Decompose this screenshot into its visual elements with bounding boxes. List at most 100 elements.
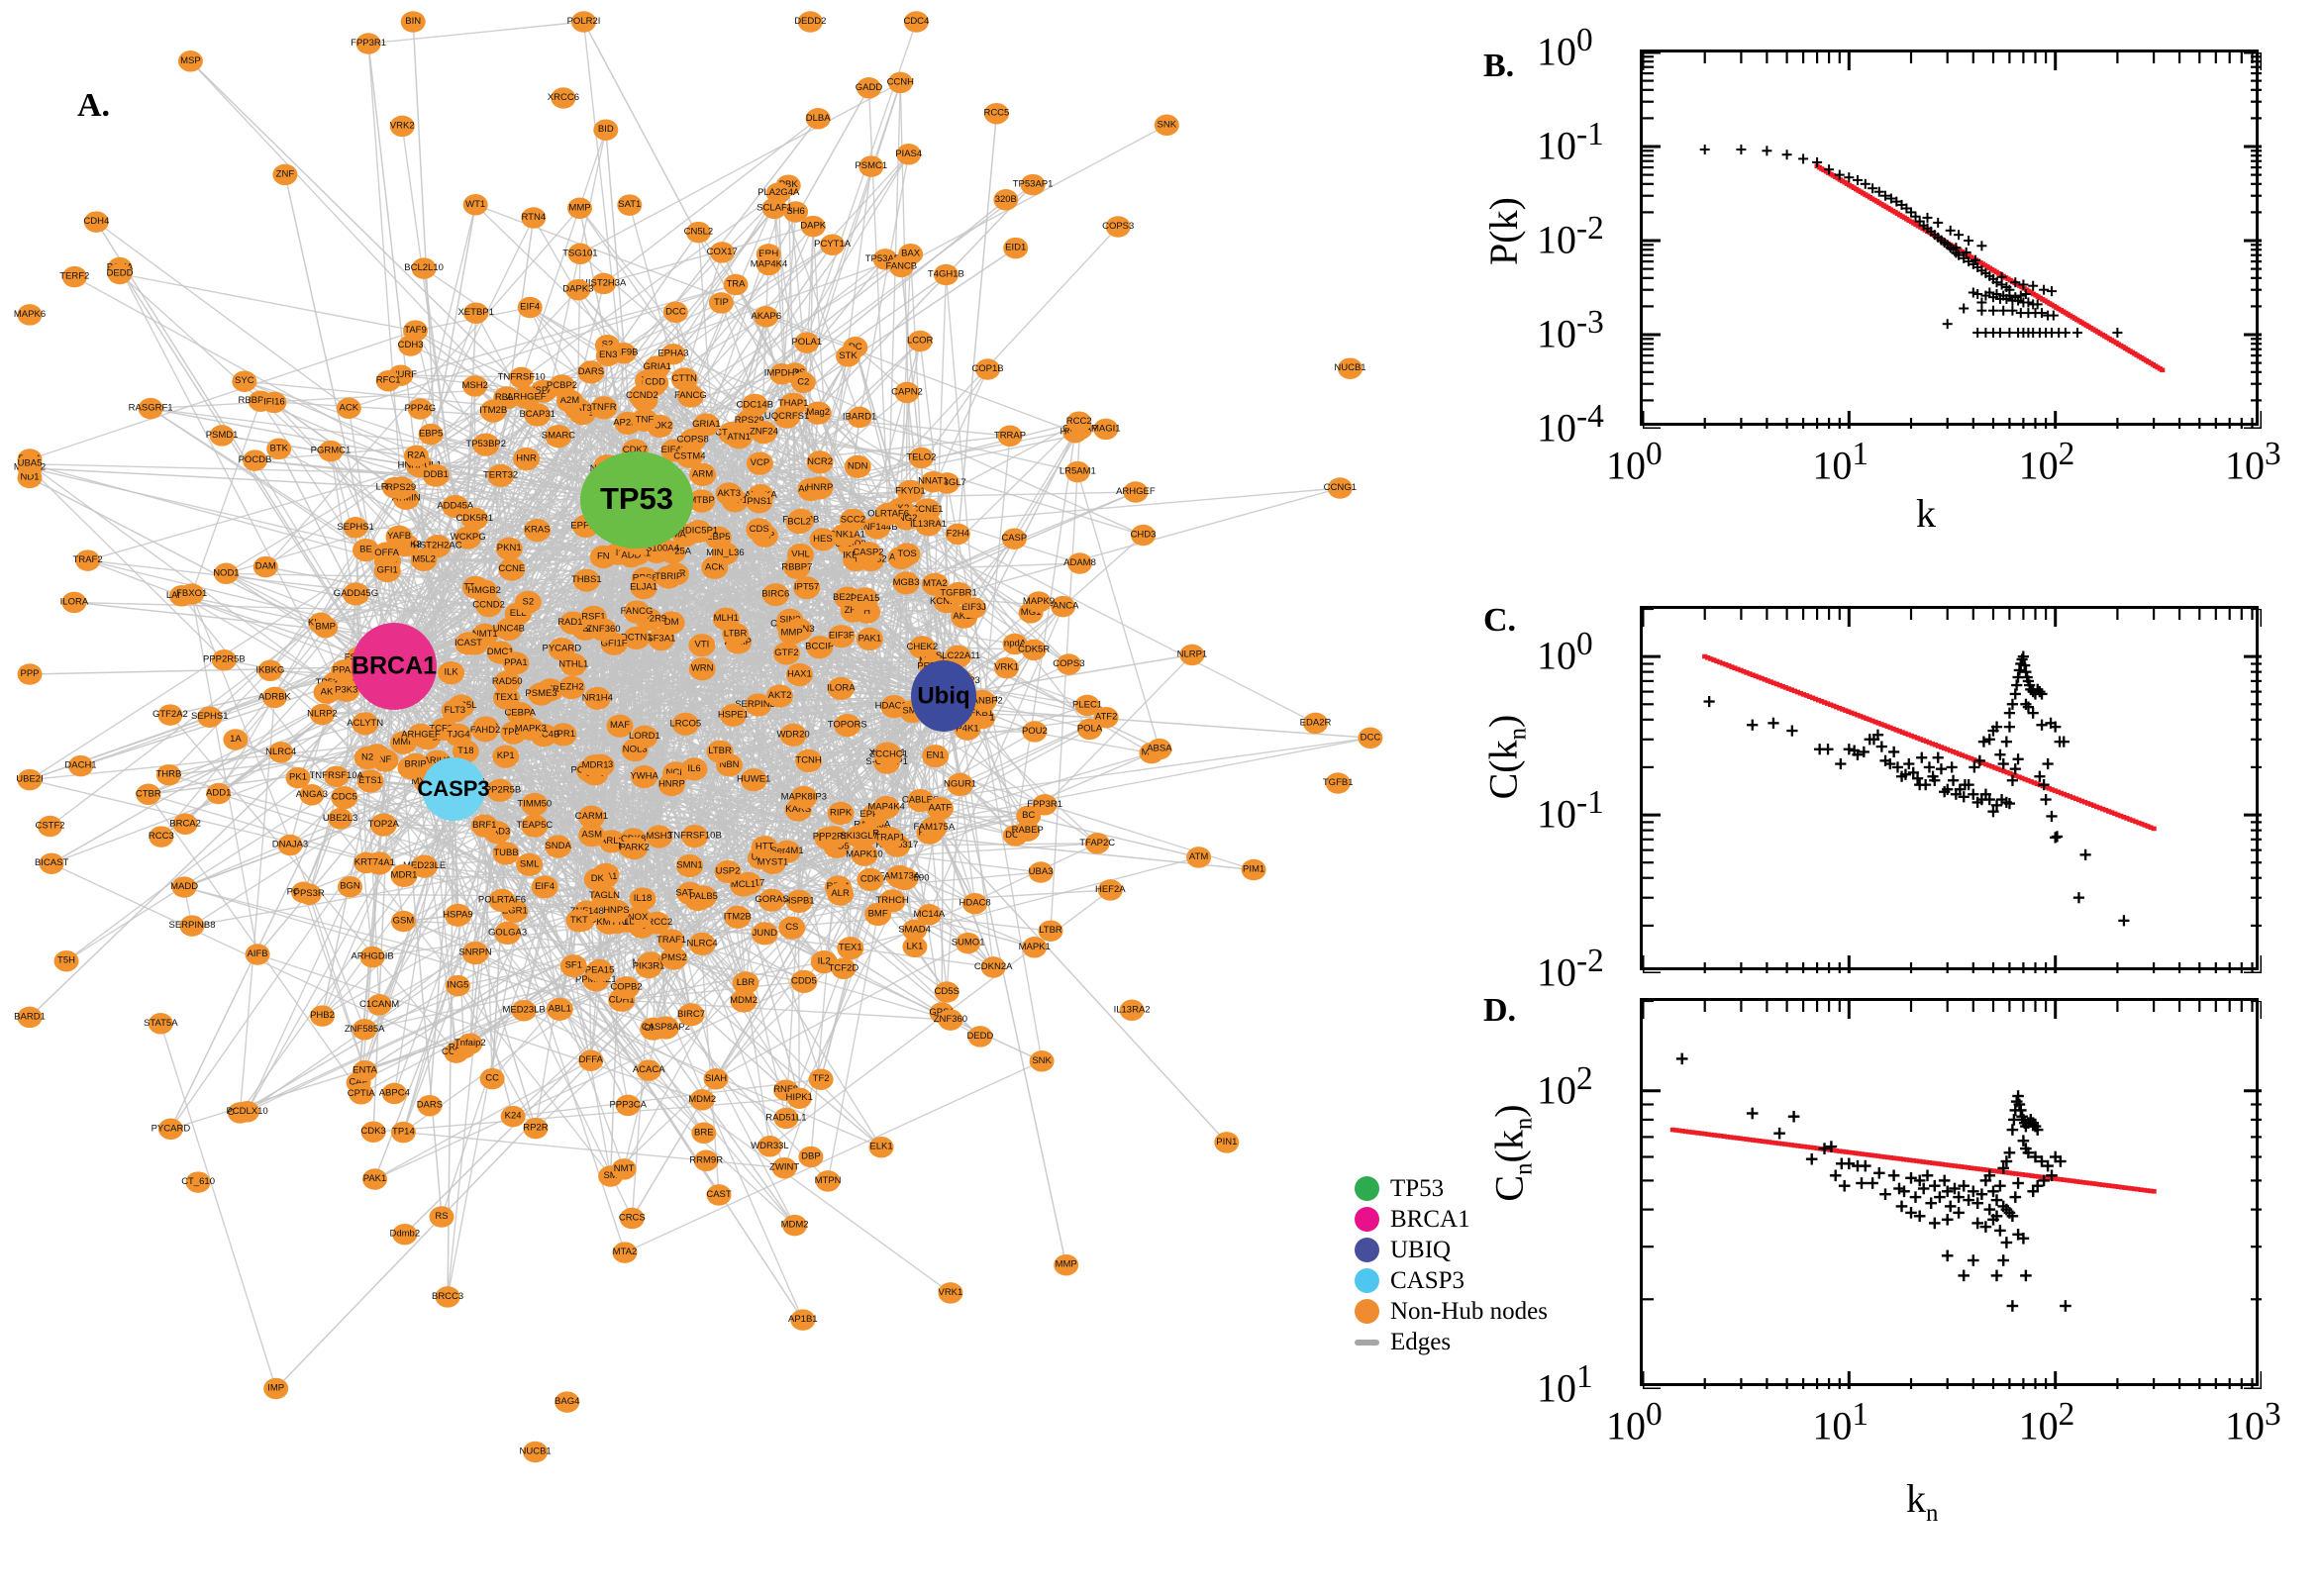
network-node-label: BAG4 (555, 1396, 579, 1407)
network-node-label: FANCA (1048, 601, 1079, 612)
network-node-label: DEDD (966, 1031, 993, 1042)
network-node (773, 1107, 799, 1130)
network-node (567, 197, 592, 220)
network-node (688, 932, 716, 956)
network-node (847, 406, 872, 429)
panel-b-xlabel: k (1916, 491, 1936, 536)
network-node (411, 854, 439, 878)
network-node (252, 555, 278, 578)
network-node-label: HUWE1 (737, 774, 770, 785)
network-node-label: FAM175A (914, 822, 956, 833)
network-node (349, 1083, 374, 1105)
network-node (53, 949, 79, 972)
network-node-label: DCC (1005, 830, 1026, 841)
network-node (1179, 644, 1205, 666)
network-node-label: CRCS (619, 1213, 646, 1224)
network-node (1084, 833, 1110, 854)
network-node-label: ATN1 (727, 432, 751, 443)
network-node-label: ADRBK (258, 691, 291, 702)
network-node (545, 835, 572, 858)
network-node (17, 663, 43, 685)
network-node (615, 1094, 641, 1117)
network-node-label: VRK1 (994, 662, 1019, 673)
network-node-label: EZH2 (559, 682, 583, 693)
network-node (1022, 937, 1048, 958)
network-node (894, 381, 920, 404)
network-node (309, 703, 335, 726)
network-node-label: LBR (737, 977, 756, 988)
network-node-label: POCDB (239, 454, 272, 465)
network-node-label: TGFB1 (1323, 777, 1354, 788)
network-node-label: CDH4 (83, 216, 109, 227)
network-node-label: FPP3R1 (1027, 799, 1062, 810)
network-node-label: VHL (791, 549, 809, 560)
network-node-label: UBE2I (16, 774, 43, 785)
network-node (559, 954, 587, 978)
network-node (441, 699, 468, 723)
network-node-label: DAM (255, 561, 276, 572)
legend-color-dot (1355, 1268, 1379, 1293)
network-node (790, 785, 818, 810)
network-node-label: BARD1 (14, 1011, 46, 1022)
network-node (806, 450, 834, 474)
network-node (523, 1441, 549, 1463)
network-node (1002, 633, 1028, 655)
network-node-label: TRAP1 (874, 833, 905, 844)
network-node-label: SNK (1032, 1055, 1052, 1066)
network-node (1119, 999, 1145, 1022)
network-node (577, 360, 605, 384)
network-node (908, 447, 934, 469)
network-node (488, 888, 516, 913)
network-node-label: PAK1 (363, 1173, 387, 1184)
network-node (107, 262, 133, 285)
network-node-label: BIRC6 (761, 589, 789, 600)
network-node (846, 825, 873, 848)
network-node (993, 189, 1019, 211)
network-node (586, 958, 614, 983)
network-node-label: DARS (578, 366, 604, 377)
network-node (662, 301, 688, 324)
network-node-label: LTBR (724, 628, 748, 639)
panel-b-ytick-label: 10-1 (1537, 116, 1604, 168)
network-node-label: BMF (868, 909, 888, 920)
network-node (1020, 173, 1046, 196)
network-node-label: HSPB1 (784, 895, 815, 906)
network-node (61, 265, 87, 288)
network-node-label: GORAS (755, 894, 788, 905)
network-node-label: FKYD1 (895, 485, 926, 496)
network-node-label: CHD3 (1131, 530, 1157, 541)
network-node-label: MED23LE (403, 860, 446, 871)
network-node (454, 632, 482, 655)
network-node (232, 370, 257, 392)
panel-d-ytick-label: 102 (1537, 1059, 1593, 1113)
network-node-label: BRIP (405, 758, 427, 769)
network-node (442, 494, 469, 519)
network-node-label: FPP3R1 (351, 38, 386, 49)
network-node (331, 785, 358, 810)
network-node-label: DCTN1 (621, 632, 653, 643)
network-node (711, 542, 739, 565)
network-node (606, 714, 634, 738)
network-node-label: HSPA9 (443, 909, 472, 920)
network-node-label: PKMYT1 (590, 917, 628, 928)
network-node (773, 405, 801, 429)
network-node (1105, 216, 1131, 238)
network-node (962, 892, 988, 915)
network-node-label: ACLYTN (347, 718, 383, 729)
network-node (517, 296, 543, 319)
network-node-label: AATF (929, 803, 953, 814)
network-node (934, 981, 960, 1003)
network-node-label: CCNE (498, 563, 525, 574)
network-node-label: ARHGEF (507, 392, 547, 403)
network-node-label: PIK3R1 (633, 961, 665, 972)
network-node-label: LORD1 (629, 731, 660, 742)
network-node-label: FANCB (885, 260, 917, 271)
network-node (402, 752, 430, 777)
network-node (1015, 820, 1041, 842)
network-node (511, 999, 537, 1022)
network-node-label: NMT (614, 1163, 635, 1174)
network-node (521, 792, 549, 817)
network-node (836, 346, 860, 367)
network-node-label: EN3 (599, 349, 617, 360)
network-node-label: Tnfaip2 (454, 1038, 486, 1048)
